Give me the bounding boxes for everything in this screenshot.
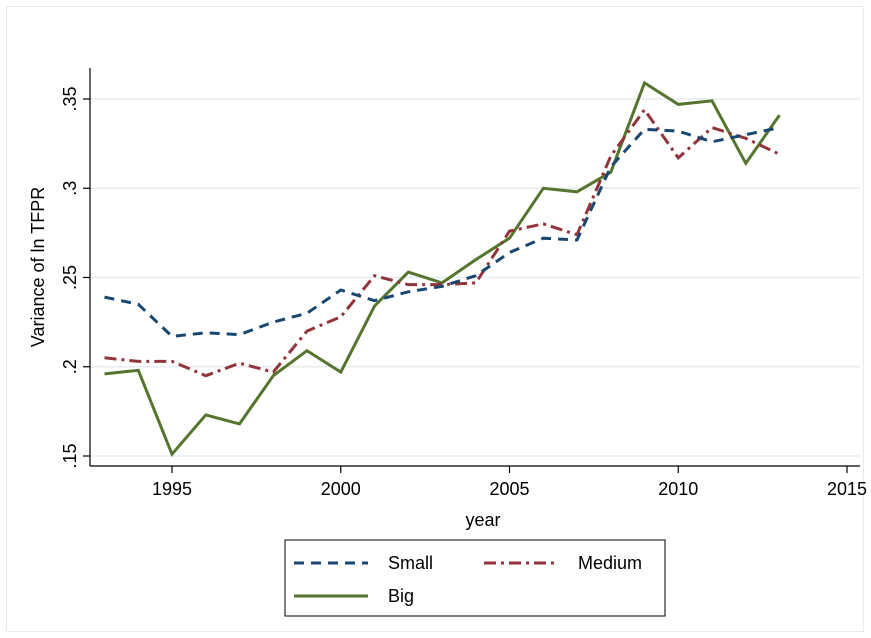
y-tick-label: .15: [60, 443, 80, 468]
axes: [89, 68, 860, 467]
series-line-medium: [104, 107, 781, 378]
tick-marks: .15 .2 .25 .3 .35 1995 2000 2005 2010 2015: [60, 86, 867, 499]
y-tick-label: .35: [60, 86, 80, 111]
legend-label-small: Small: [388, 553, 433, 573]
legend-label-big: Big: [388, 586, 414, 606]
x-tick-label: 2010: [658, 479, 698, 499]
legend-box: [284, 539, 666, 617]
series-lines: [104, 80, 781, 458]
legend: Small Medium Big: [284, 539, 666, 617]
x-tick-label: 1995: [152, 479, 192, 499]
y-tick-label: .2: [60, 359, 80, 374]
y-tick-label: .3: [60, 181, 80, 196]
x-tick-label: 2015: [827, 479, 867, 499]
y-tick-label: .25: [60, 265, 80, 290]
x-axis-title: year: [465, 510, 500, 530]
legend-label-medium: Medium: [578, 553, 642, 573]
y-axis-title: Variance of ln TFPR: [28, 187, 48, 347]
x-tick-label: 2000: [321, 479, 361, 499]
chart-border: [6, 6, 864, 632]
series-line-big: [104, 80, 781, 458]
series-line-small: [104, 126, 780, 338]
x-tick-label: 2005: [489, 479, 529, 499]
